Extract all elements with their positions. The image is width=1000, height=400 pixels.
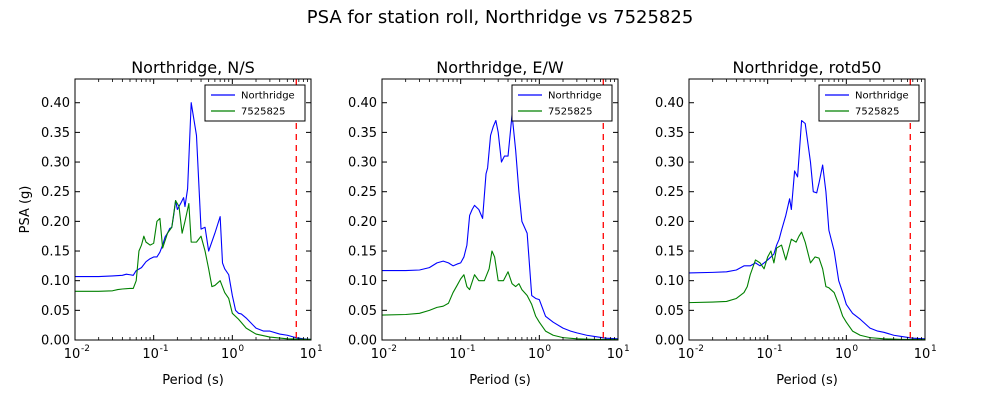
x-axis-label: Period (s) bbox=[162, 373, 224, 388]
y-tick-label: 0.15 bbox=[655, 245, 684, 260]
axes-frame bbox=[688, 78, 926, 341]
x-tick-label: 10 bbox=[64, 347, 81, 362]
x-tick-label: 10 bbox=[914, 347, 931, 362]
series-line-northridge bbox=[382, 114, 618, 340]
x-tick-label: 10 bbox=[756, 347, 773, 362]
y-tick-label: 0.25 bbox=[655, 185, 684, 200]
figure-title: PSA for station roll, Northridge vs 7525… bbox=[307, 7, 694, 28]
legend-box bbox=[818, 84, 920, 122]
y-tick-label: 0.15 bbox=[348, 245, 377, 260]
y-tick-label: 0.25 bbox=[41, 185, 70, 200]
y-tick-label: 0.05 bbox=[41, 304, 70, 319]
y-tick-label: 0.40 bbox=[655, 96, 684, 111]
legend-label: Northridge bbox=[548, 91, 602, 102]
y-tick-label: 0.25 bbox=[348, 185, 377, 200]
legend: Northridge 7525825 bbox=[204, 84, 306, 122]
x-tick-label: 10 bbox=[371, 347, 388, 362]
plot-area bbox=[689, 79, 925, 340]
chart-title: Northridge, E/W bbox=[436, 58, 564, 77]
legend-label: 7525825 bbox=[241, 107, 286, 118]
series-line-northridge bbox=[689, 119, 925, 340]
chart-panel-2: Northridge, E/W 0.00 0.05 0.10 0.15 0.20 0.25 0… bbox=[348, 58, 630, 388]
y-tick-label: 0.00 bbox=[655, 334, 684, 349]
x-tick-label: 10 bbox=[835, 347, 852, 362]
plot-area bbox=[382, 79, 618, 340]
x-tick-label: 10 bbox=[449, 347, 466, 362]
y-tick-label: 0.30 bbox=[348, 156, 377, 171]
x-tick-exponent: 0 bbox=[545, 344, 551, 354]
series-line-7525825 bbox=[689, 231, 925, 340]
legend: Northridge 7525825 bbox=[818, 84, 920, 122]
x-tick-exponent: 1 bbox=[317, 344, 323, 354]
y-tick-label: 0.20 bbox=[41, 215, 70, 230]
chart-title: Northridge, rotd50 bbox=[733, 58, 882, 77]
axes-frame bbox=[381, 78, 619, 341]
chart-panel-3: Northridge, rotd50 0.00 0.05 0.10 0.15 0.20 0.… bbox=[655, 58, 937, 388]
legend-box bbox=[204, 84, 306, 122]
y-tick-label: 0.35 bbox=[41, 126, 70, 141]
y-tick-label: 0.10 bbox=[655, 274, 684, 289]
y-tick-label: 0.35 bbox=[348, 126, 377, 141]
legend-label: Northridge bbox=[855, 91, 909, 102]
x-tick-exponent: 1 bbox=[624, 344, 630, 354]
x-tick-exponent: -1 bbox=[467, 344, 476, 354]
x-tick-label: 10 bbox=[607, 347, 624, 362]
y-tick-label: 0.40 bbox=[348, 96, 377, 111]
x-axis-label: Period (s) bbox=[776, 373, 838, 388]
x-tick-exponent: -2 bbox=[388, 344, 397, 354]
y-tick-label: 0.10 bbox=[348, 274, 377, 289]
y-tick-label: 0.30 bbox=[41, 156, 70, 171]
chart-panel-1: Northridge, N/S 0.00 0.05 0.10 0.15 0.20 0.25 0… bbox=[18, 58, 323, 388]
x-tick-label: 10 bbox=[528, 347, 545, 362]
y-tick-label: 0.35 bbox=[655, 126, 684, 141]
y-tick-label: 0.00 bbox=[41, 334, 70, 349]
x-tick-exponent: -1 bbox=[160, 344, 169, 354]
x-tick-exponent: 0 bbox=[238, 344, 244, 354]
chart-title: Northridge, N/S bbox=[131, 58, 255, 77]
y-tick-label: 0.15 bbox=[41, 245, 70, 260]
series-line-northridge bbox=[75, 102, 311, 340]
legend-label: 7525825 bbox=[855, 107, 900, 118]
x-tick-exponent: 1 bbox=[931, 344, 937, 354]
plot-area bbox=[75, 79, 311, 340]
y-tick-label: 0.20 bbox=[655, 215, 684, 230]
axes-frame bbox=[74, 78, 312, 341]
y-tick-label: 0.20 bbox=[348, 215, 377, 230]
legend-label: 7525825 bbox=[548, 107, 593, 118]
x-tick-exponent: -2 bbox=[695, 344, 704, 354]
legend: Northridge 7525825 bbox=[511, 84, 613, 122]
legend-label: Northridge bbox=[241, 91, 295, 102]
y-tick-label: 0.05 bbox=[655, 304, 684, 319]
series-line-7525825 bbox=[75, 200, 311, 340]
x-tick-exponent: -1 bbox=[774, 344, 783, 354]
y-tick-label: 0.05 bbox=[348, 304, 377, 319]
legend-box bbox=[511, 84, 613, 122]
x-tick-exponent: 0 bbox=[852, 344, 858, 354]
y-tick-label: 0.00 bbox=[348, 334, 377, 349]
x-tick-label: 10 bbox=[300, 347, 317, 362]
y-tick-label: 0.40 bbox=[41, 96, 70, 111]
x-tick-label: 10 bbox=[142, 347, 159, 362]
y-axis-label: PSA (g) bbox=[18, 186, 33, 234]
y-tick-label: 0.30 bbox=[655, 156, 684, 171]
y-tick-label: 0.10 bbox=[41, 274, 70, 289]
x-tick-label: 10 bbox=[221, 347, 238, 362]
x-tick-label: 10 bbox=[678, 347, 695, 362]
x-tick-exponent: -2 bbox=[81, 344, 90, 354]
series-line-7525825 bbox=[382, 250, 618, 340]
x-axis-label: Period (s) bbox=[469, 373, 531, 388]
